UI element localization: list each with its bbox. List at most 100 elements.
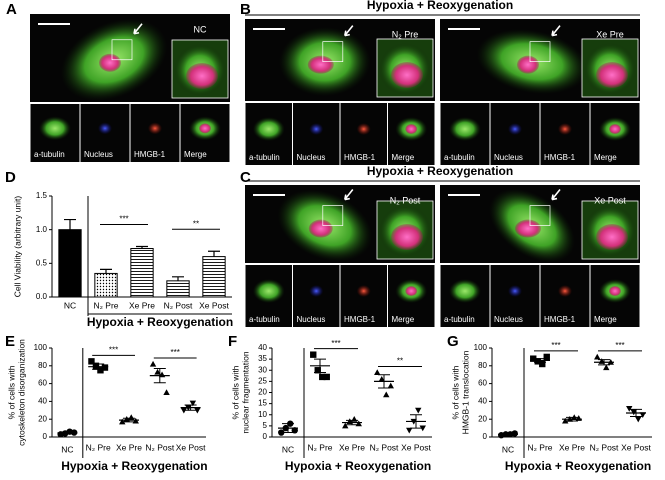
- merge-nucleus: [609, 124, 621, 135]
- y-tick-label: 10: [258, 410, 267, 419]
- dot: [319, 373, 326, 381]
- channel-signal: [558, 123, 572, 136]
- x-tick-label: Xe Post: [401, 442, 431, 452]
- dot: [310, 351, 317, 358]
- arrow: [133, 23, 143, 35]
- dot: [575, 415, 582, 421]
- zoom-box: [322, 205, 344, 226]
- panel-letter: D: [5, 169, 16, 186]
- y-axis-label: Cell Viability (arbitrary unit): [12, 196, 22, 298]
- significance-label: **: [193, 219, 199, 228]
- arrow: [344, 189, 354, 201]
- y-tick-label: 20: [478, 414, 487, 423]
- inset-nucleus: [186, 63, 218, 89]
- error-bar: [346, 419, 358, 426]
- y-tick-label: 40: [478, 397, 487, 406]
- y-tick-label: 100: [474, 343, 488, 352]
- channel-label: HMGB-1: [134, 150, 166, 159]
- dot: [562, 417, 569, 424]
- channel-signal: [309, 285, 324, 298]
- arrow: [551, 189, 561, 201]
- significance-label: ***: [119, 215, 128, 224]
- dot: [378, 375, 385, 382]
- error-bar: [208, 250, 220, 257]
- error-bar: [534, 358, 546, 363]
- x-tick-label: N₂ Post: [370, 442, 399, 452]
- error-bar: [184, 404, 197, 411]
- inset-nucleus: [596, 62, 628, 88]
- dot: [594, 353, 601, 360]
- error-bar: [598, 359, 610, 366]
- channel-label: a-tubulin: [249, 315, 280, 324]
- y-tick-label: 0.0: [36, 292, 48, 301]
- bar: [202, 256, 226, 298]
- x-tick-label: Xe Pre: [339, 442, 365, 452]
- channel-signal: [449, 117, 481, 142]
- condition-label: Xe Post: [594, 195, 626, 205]
- merge-nucleus: [199, 123, 211, 134]
- dot: [323, 373, 330, 381]
- dot: [154, 368, 161, 375]
- channel-label: HMGB-1: [544, 153, 576, 162]
- bar: [166, 280, 190, 298]
- panel-letter: E: [5, 333, 15, 350]
- x-tick-label: Xe Pre: [116, 442, 142, 452]
- channel-signal: [449, 279, 481, 304]
- dot: [530, 355, 537, 362]
- group-title: Hypoxia + Reoxygenation: [367, 0, 513, 12]
- error-bar: [61, 431, 74, 435]
- error-bar: [172, 276, 184, 281]
- y-tick-label: 40: [38, 397, 47, 406]
- bar: [94, 272, 118, 298]
- channel-label: HMGB-1: [344, 153, 376, 162]
- y-tick-label: 60: [478, 379, 487, 388]
- error-bar: [410, 414, 422, 429]
- channel-label: Merge: [392, 153, 415, 162]
- channel-label: Nucleus: [297, 315, 326, 324]
- x-tick-label: N₂ Post: [590, 442, 619, 452]
- y-tick-label: 100: [34, 343, 48, 352]
- dot: [119, 418, 126, 425]
- y-tick-label: 30: [258, 365, 267, 374]
- y-tick-label: 25: [258, 376, 267, 385]
- dot: [539, 360, 546, 368]
- dot: [342, 422, 349, 429]
- y-tick-label: 0: [43, 432, 48, 441]
- channel-signal: [356, 123, 371, 136]
- channel-label: Nucleus: [84, 150, 113, 159]
- dot: [97, 367, 104, 374]
- dot: [406, 427, 413, 434]
- y-tick-label: 1.0: [36, 225, 48, 234]
- error-bar: [502, 432, 514, 436]
- y-axis-label: % of cells with: [450, 365, 460, 419]
- dot: [88, 358, 95, 365]
- channel-label: Merge: [184, 150, 207, 159]
- x-axis-label: Hypoxia + Reoxygenation: [61, 459, 207, 473]
- channel-label: Nucleus: [297, 153, 326, 162]
- channel-signal: [39, 116, 71, 141]
- channel-signal: [356, 285, 371, 298]
- inset-nucleus: [391, 62, 423, 88]
- y-tick-label: 15: [258, 399, 267, 408]
- channel-label: Merge: [594, 315, 617, 324]
- dot: [635, 416, 642, 423]
- channel-label: a-tubulin: [444, 153, 475, 162]
- nucleus: [99, 53, 121, 72]
- dot: [603, 364, 610, 371]
- nucleus: [515, 219, 541, 238]
- x-axis-label: Hypoxia + Reoxygenation: [505, 459, 651, 473]
- x-tick-label: N₂ Post: [164, 300, 193, 310]
- channel-signal: [148, 122, 162, 135]
- y-axis-label: % of cells with: [230, 365, 240, 419]
- error-bar: [378, 374, 390, 389]
- bar: [58, 229, 82, 298]
- y-tick-label: 1.5: [36, 191, 48, 200]
- x-tick-label: Xe Pre: [559, 442, 585, 452]
- y-tick-label: 20: [258, 388, 267, 397]
- dot: [374, 369, 381, 376]
- merge-nucleus: [405, 124, 418, 135]
- channel-label: a-tubulin: [444, 315, 475, 324]
- channel-signal: [252, 117, 285, 142]
- y-tick-label: 35: [258, 354, 267, 363]
